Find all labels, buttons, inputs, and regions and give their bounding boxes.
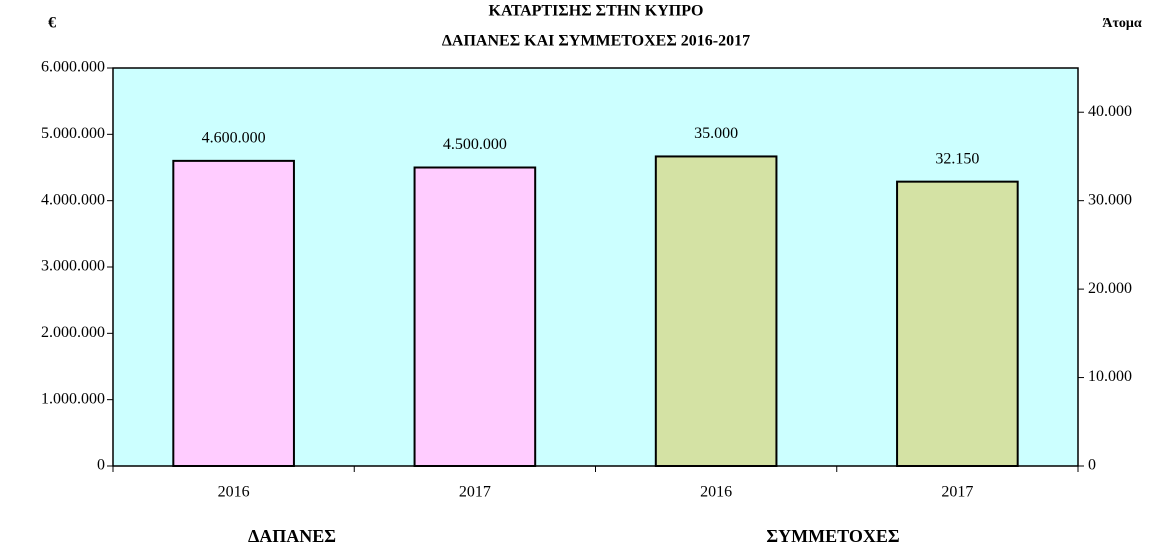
y2-tick-label: 30.000 bbox=[1088, 191, 1132, 208]
bar bbox=[413, 166, 537, 467]
x-tick-label: 2016 bbox=[700, 484, 732, 501]
x-tick-label: 2016 bbox=[218, 484, 250, 501]
y2-tick-label: 0 bbox=[1088, 457, 1096, 474]
y-tick-label: 2.000.000 bbox=[41, 324, 105, 341]
bar bbox=[172, 159, 295, 467]
value-label: 35.000 bbox=[694, 125, 738, 142]
y2-tick-label: 20.000 bbox=[1088, 280, 1132, 297]
group-label: ΣΥΜΜΕΤΟΧΕΣ bbox=[766, 526, 899, 546]
y2-tick-label: 40.000 bbox=[1088, 103, 1132, 120]
y-tick-label: 6.000.000 bbox=[41, 59, 105, 76]
y2-tick-label: 10.000 bbox=[1088, 368, 1132, 385]
chart-subtitle: ΔΑΠΑΝΕΣ ΚΑΙ ΣΥΜΜΕΤΟΧΕΣ 2016-2017 bbox=[442, 33, 750, 50]
chart-title: ΚΑΤΑΡΤΙΣΗΣ ΣΤΗΝ ΚΥΠΡΟ bbox=[489, 3, 704, 20]
y-tick-label: 0 bbox=[97, 457, 105, 474]
y-tick-label: 1.000.000 bbox=[41, 390, 105, 407]
y2-axis-label: Άτομα bbox=[1102, 16, 1142, 31]
y-tick-label: 4.000.000 bbox=[41, 191, 105, 208]
y-axis-label: € bbox=[48, 15, 56, 32]
bar bbox=[896, 180, 1019, 467]
y-tick-label: 5.000.000 bbox=[41, 125, 105, 142]
value-label: 32.150 bbox=[935, 150, 979, 167]
y-tick-label: 3.000.000 bbox=[41, 258, 105, 275]
group-label: ΔΑΠΑΝΕΣ bbox=[248, 526, 336, 546]
bar bbox=[654, 155, 778, 467]
x-tick-label: 2017 bbox=[459, 484, 491, 501]
x-tick-label: 2017 bbox=[941, 484, 973, 501]
value-label: 4.600.000 bbox=[202, 130, 266, 147]
value-label: 4.500.000 bbox=[443, 136, 507, 153]
